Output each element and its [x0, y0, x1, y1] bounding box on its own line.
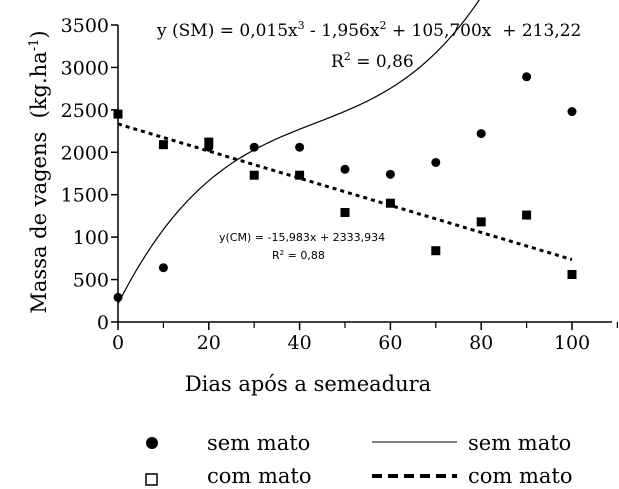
x-tick-label: 20: [197, 332, 221, 354]
com-mato-point: [204, 138, 213, 147]
y-tick-label: 2000: [61, 142, 109, 164]
sem-mato-equation: y (SM) = 0,015x3 - 1,956x2 + 105,700x + …: [156, 19, 581, 41]
y-tick-label: 100: [73, 227, 109, 249]
com-mato-point: [477, 217, 486, 226]
sem-mato-point: [159, 263, 168, 272]
x-tick-label: 80: [469, 332, 493, 354]
x-tick-label: 0: [112, 332, 124, 354]
com-mato-point: [431, 246, 440, 255]
sem-mato-point: [295, 143, 304, 152]
legend-label: com mato: [207, 464, 312, 488]
x-tick-label: 60: [378, 332, 402, 354]
legend: sem mato sem mato com mato com mato: [146, 431, 573, 488]
legend-label: sem mato: [207, 431, 310, 455]
com-mato-point: [159, 140, 168, 149]
com-mato-point: [295, 171, 304, 180]
sem-mato-point: [386, 170, 395, 179]
sem-mato-point: [522, 72, 531, 81]
y-tick-label: 2500: [61, 100, 109, 122]
com-mato-r2: R2 = 0,88: [272, 249, 325, 262]
legend-label: com mato: [468, 464, 573, 488]
legend-open-square-icon: [146, 474, 157, 485]
fit-lines: [118, 0, 572, 304]
x-axis-label: Dias após a semeadura: [185, 372, 431, 396]
y-axis-label: Massa de vagens (kg.ha-1): [27, 30, 51, 313]
com-mato-equation: y(CM) = -15,983x + 2333,934: [219, 231, 385, 244]
x-axis-ticks: 0 20 40 60 80 100: [112, 322, 617, 354]
com-mato-point: [522, 211, 531, 220]
sem-mato-r2: R2 = 0,86: [331, 50, 414, 72]
data-points: [114, 72, 577, 302]
com-mato-point: [386, 199, 395, 208]
x-tick-label: 100: [554, 332, 590, 354]
sem-mato-point: [477, 129, 486, 138]
legend-label: sem mato: [468, 431, 571, 455]
com-mato-point: [341, 208, 350, 217]
y-tick-label: 3500: [61, 15, 109, 37]
com-mato-point: [568, 270, 577, 279]
y-tick-label: 3000: [61, 57, 109, 79]
y-axis-ticks: 0 500 100 1500 2000 2500 3000 3500: [61, 15, 118, 334]
sem-mato-point: [568, 107, 577, 116]
y-tick-label: 1500: [61, 185, 109, 207]
sem-mato-point: [341, 165, 350, 174]
sem-mato-point: [431, 158, 440, 167]
legend-filled-circle-icon: [146, 437, 158, 449]
y-tick-label: 500: [73, 270, 109, 292]
y-tick-label: 0: [97, 312, 109, 334]
sem-mato-point: [250, 143, 259, 152]
com-mato-point: [250, 171, 259, 180]
x-tick-label: 40: [288, 332, 312, 354]
